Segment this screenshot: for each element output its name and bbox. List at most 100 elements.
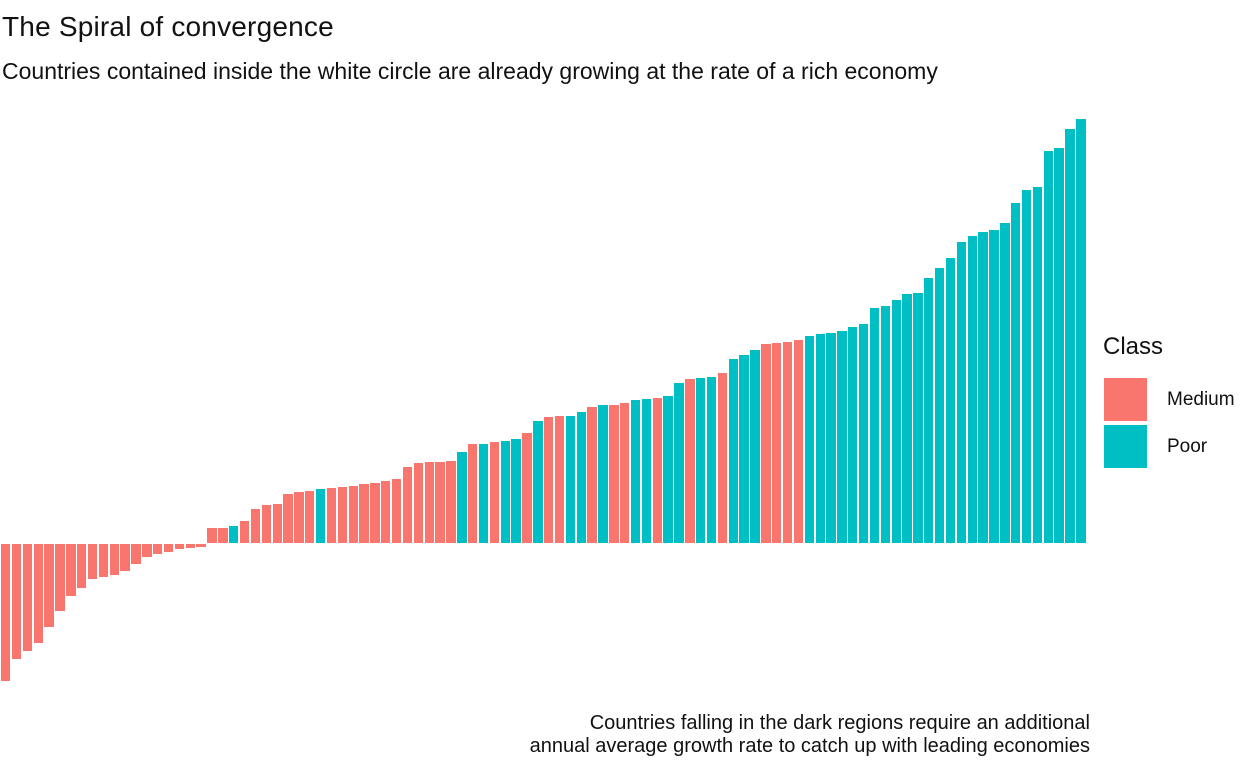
bar-medium	[109, 544, 119, 575]
bar-poor	[978, 232, 988, 543]
legend-swatch-medium	[1104, 378, 1147, 421]
bar-poor	[511, 439, 521, 543]
bar-medium	[131, 544, 141, 564]
bar-medium	[381, 481, 391, 543]
bar-medium	[55, 544, 65, 611]
bar-medium	[305, 491, 315, 543]
bar-medium	[218, 528, 228, 543]
bar-medium	[761, 344, 771, 543]
bar-medium	[44, 544, 54, 627]
legend-item: Poor	[1103, 425, 1248, 468]
bar-medium	[22, 544, 33, 651]
bar-poor	[902, 294, 912, 543]
bar-poor	[804, 336, 815, 543]
bar-medium	[250, 509, 261, 543]
bar-poor	[739, 355, 749, 543]
bar-poor	[1032, 187, 1043, 543]
bar-poor	[945, 258, 956, 543]
bar-poor	[696, 378, 706, 543]
bar-medium	[77, 544, 87, 588]
bar-medium	[620, 403, 630, 543]
bar-poor	[576, 412, 586, 543]
bar-poor	[1054, 148, 1064, 543]
bar-medium	[587, 407, 597, 543]
bar-poor	[815, 334, 825, 543]
bar-medium	[120, 544, 130, 571]
bar-medium	[717, 373, 728, 543]
bar-poor	[1010, 203, 1021, 543]
bar-poor	[858, 324, 869, 543]
bar-medium	[142, 544, 152, 557]
bar-poor	[500, 441, 510, 543]
bar-medium	[391, 479, 402, 543]
bar-poor	[674, 383, 684, 543]
bar-medium	[294, 492, 304, 543]
legend-item: Medium	[1103, 378, 1248, 421]
bar-medium	[772, 343, 782, 543]
bar-poor	[880, 306, 891, 543]
bar-medium	[66, 544, 76, 596]
bar-medium	[185, 544, 195, 548]
bar-poor	[848, 327, 858, 543]
bar-poor	[1043, 151, 1053, 543]
legend-swatch-poor	[1104, 425, 1147, 468]
bar-poor	[728, 359, 738, 543]
bar-medium	[522, 433, 532, 543]
bar-medium	[652, 398, 662, 543]
legend-label: Medium	[1167, 388, 1235, 410]
bar-medium	[272, 504, 282, 543]
bar-medium	[359, 484, 369, 543]
bar-poor	[706, 377, 717, 543]
bar-medium	[782, 342, 793, 543]
bar-poor	[956, 242, 967, 543]
bar-poor	[1065, 129, 1075, 543]
legend-title: Class	[1103, 333, 1164, 360]
bar-medium	[1, 544, 11, 681]
bar-medium	[174, 544, 185, 549]
bar-poor	[924, 278, 934, 543]
caption-line-2: annual average growth rate to catch up w…	[529, 735, 1090, 757]
bar-poor	[598, 405, 608, 543]
bar-poor	[457, 452, 467, 543]
bar-medium	[370, 483, 380, 543]
bar-medium	[413, 463, 424, 543]
bar-poor	[967, 236, 977, 543]
bar-medium	[163, 544, 174, 552]
bar-poor	[630, 400, 641, 543]
bar-medium	[153, 544, 163, 554]
bar-poor	[750, 350, 760, 543]
bar-medium	[554, 416, 565, 543]
bar-poor	[989, 230, 999, 543]
bar-poor	[913, 293, 923, 543]
bar-plot	[1, 119, 1086, 681]
bar-poor	[891, 300, 901, 543]
bar-poor	[315, 489, 326, 543]
bar-medium	[446, 461, 456, 543]
bar-poor	[1000, 223, 1010, 543]
bar-medium	[489, 442, 500, 543]
bar-medium	[87, 544, 98, 579]
bar-poor	[837, 331, 847, 543]
bar-poor	[663, 396, 673, 543]
bar-poor	[478, 444, 489, 543]
bar-poor	[641, 399, 652, 543]
bar-poor	[229, 526, 239, 543]
bar-medium	[337, 487, 348, 543]
bar-medium	[326, 488, 337, 543]
bar-poor	[1021, 190, 1032, 543]
bar-poor	[565, 416, 576, 543]
bar-medium	[196, 544, 206, 547]
bar-medium	[348, 486, 358, 543]
bar-medium	[33, 544, 43, 643]
bar-medium	[793, 340, 804, 543]
page-title: The Spiral of convergence	[2, 11, 334, 42]
bar-poor	[533, 421, 543, 543]
bar-medium	[685, 379, 695, 543]
bar-poor	[934, 268, 945, 543]
bar-medium	[98, 544, 109, 577]
bar-poor	[869, 308, 880, 543]
legend: Class Medium Poor	[1103, 333, 1248, 472]
bar-medium	[424, 462, 434, 543]
bar-medium	[609, 405, 619, 543]
